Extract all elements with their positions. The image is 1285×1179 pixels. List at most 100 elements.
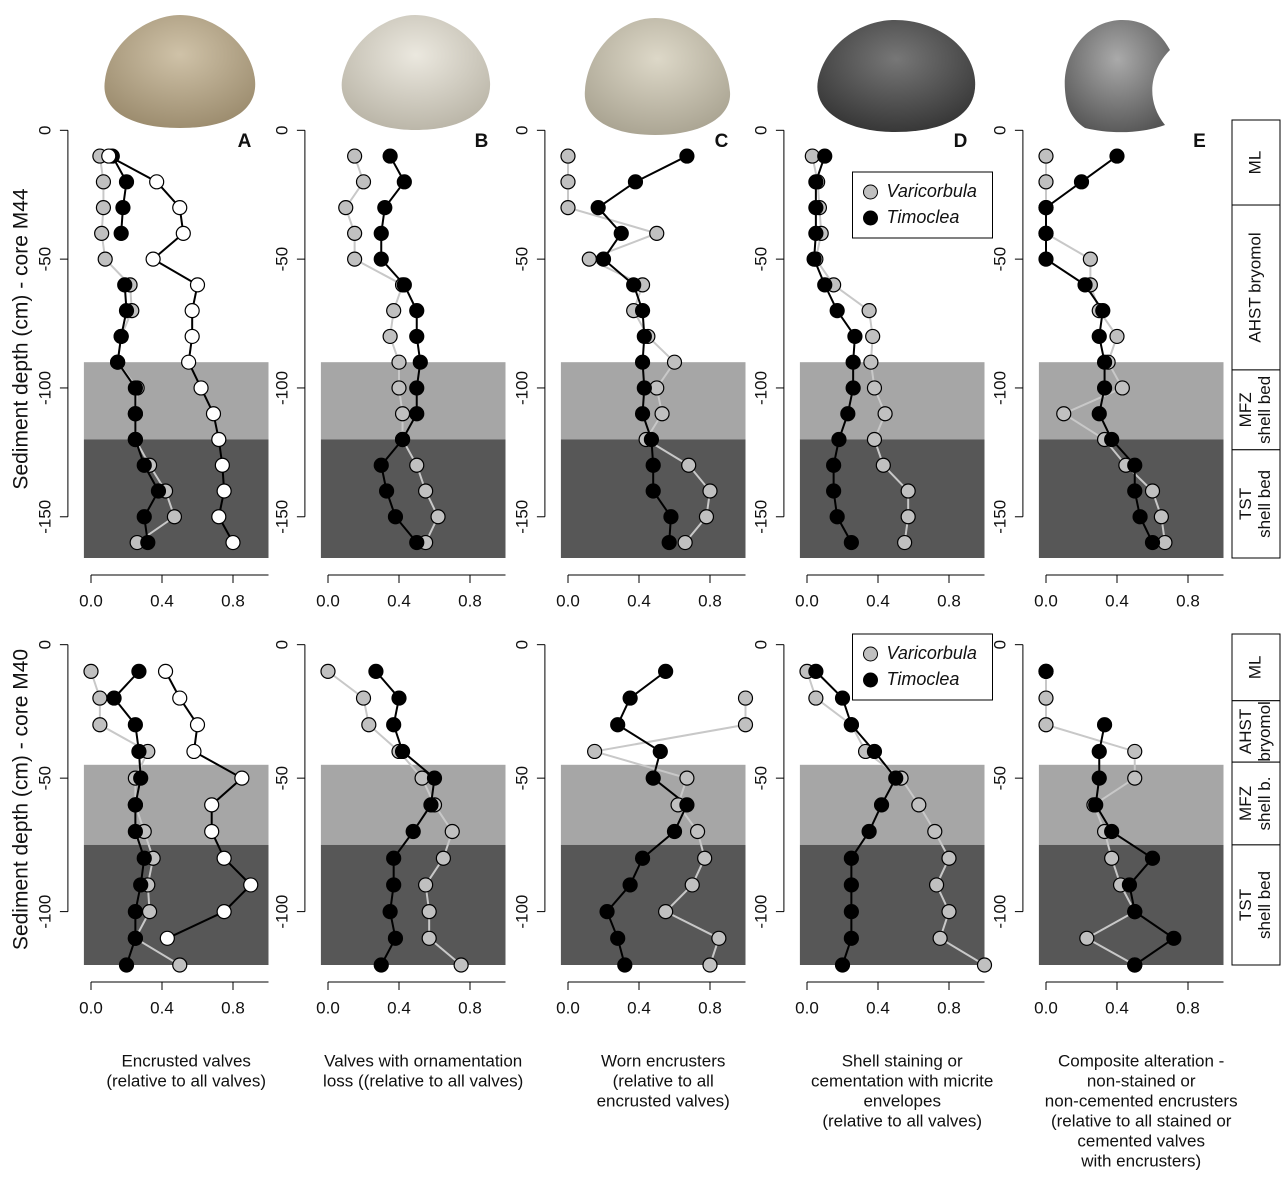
data-point (818, 149, 832, 163)
data-point (141, 536, 155, 550)
data-point (102, 149, 116, 163)
data-point (374, 958, 388, 972)
data-point (1128, 744, 1142, 758)
data-point (1105, 851, 1119, 865)
x-tick-label: 0.4 (387, 998, 411, 1017)
data-point (807, 252, 821, 266)
data-point (143, 905, 157, 919)
x-tick-label: 0.4 (627, 998, 651, 1017)
data-point (809, 175, 823, 189)
x-axis-label: (relative to all valves) (822, 1111, 982, 1130)
data-point (120, 304, 134, 318)
data-point (1092, 329, 1106, 343)
x-tick-label: 0.0 (795, 591, 819, 610)
data-point (1039, 252, 1053, 266)
data-point (867, 381, 881, 395)
data-point (410, 536, 424, 550)
panel-label: C (715, 131, 729, 152)
y-tick-label: -50 (272, 766, 291, 791)
data-point (611, 931, 625, 945)
data-point (1128, 958, 1142, 972)
x-tick-label: 0.8 (937, 591, 961, 610)
data-point (930, 878, 944, 892)
y-tick-label: -100 (272, 371, 291, 405)
x-axis-label: non-cemented encrusters (1045, 1091, 1238, 1110)
data-point (901, 484, 915, 498)
data-point (809, 664, 823, 678)
data-point (419, 878, 433, 892)
data-point (809, 226, 823, 240)
data-point (561, 175, 575, 189)
data-point (664, 510, 678, 524)
data-point (187, 744, 201, 758)
data-point (217, 905, 231, 919)
data-point (680, 149, 694, 163)
data-point (836, 958, 850, 972)
data-point (321, 664, 335, 678)
x-axis-label: loss ((relative to all valves) (323, 1071, 523, 1090)
data-point (128, 931, 142, 945)
x-axis-label: (relative to all valves) (106, 1071, 266, 1090)
y-tick-label: -50 (35, 766, 54, 791)
zone (84, 845, 269, 965)
data-point (387, 878, 401, 892)
x-tick-label: 0.8 (458, 591, 482, 610)
data-point (611, 718, 625, 732)
data-point (348, 252, 362, 266)
x-axis-label: (relative to all stained or (1051, 1111, 1232, 1130)
panel: 0-50-1000.00.40.8Worn encrusters(relativ… (512, 640, 752, 1111)
y-tick-label: 0 (512, 640, 531, 649)
zone (321, 845, 506, 965)
data-point (422, 905, 436, 919)
data-point (1039, 226, 1053, 240)
data-point (387, 304, 401, 318)
shell-photo (104, 15, 255, 128)
data-point (445, 825, 459, 839)
data-point (128, 381, 142, 395)
data-point (134, 878, 148, 892)
data-point (933, 931, 947, 945)
data-point (114, 329, 128, 343)
data-point (167, 510, 181, 524)
zone (84, 439, 269, 558)
unit-label: shell bed (1255, 470, 1274, 538)
shell-photo (342, 15, 490, 130)
data-point (93, 718, 107, 732)
data-point (95, 226, 109, 240)
data-point (862, 825, 876, 839)
data-point (387, 851, 401, 865)
data-point (844, 536, 858, 550)
x-tick-label: 0.0 (795, 998, 819, 1017)
data-point (685, 878, 699, 892)
data-point (623, 878, 637, 892)
data-point (362, 718, 376, 732)
legend-label: Timoclea (887, 669, 960, 689)
data-point (655, 407, 669, 421)
unit-label: bryomol (1255, 701, 1274, 761)
data-point (841, 407, 855, 421)
data-point (1146, 851, 1160, 865)
data-point (618, 958, 632, 972)
x-axis-label: Encrusted valves (121, 1051, 250, 1070)
unit-label: shell bed (1255, 376, 1274, 444)
data-point (646, 484, 660, 498)
data-point (396, 744, 410, 758)
shell-photo (1065, 20, 1170, 132)
data-point (151, 484, 165, 498)
data-point (212, 432, 226, 446)
y-tick-label: 0 (751, 640, 770, 649)
y-tick-label: 0 (990, 640, 1009, 649)
x-tick-label: 0.0 (79, 998, 103, 1017)
x-axis-label: encrusted valves) (597, 1091, 730, 1110)
x-axis-label: cemented valves (1077, 1131, 1205, 1150)
data-point (1075, 175, 1089, 189)
data-point (1128, 484, 1142, 498)
data-point (1128, 905, 1142, 919)
unit-label: ML (1245, 656, 1264, 680)
data-point (217, 851, 231, 865)
data-point (1089, 798, 1103, 812)
data-point (623, 691, 637, 705)
unit-label: AHST (1236, 709, 1255, 754)
data-point (348, 149, 362, 163)
data-point (431, 510, 445, 524)
